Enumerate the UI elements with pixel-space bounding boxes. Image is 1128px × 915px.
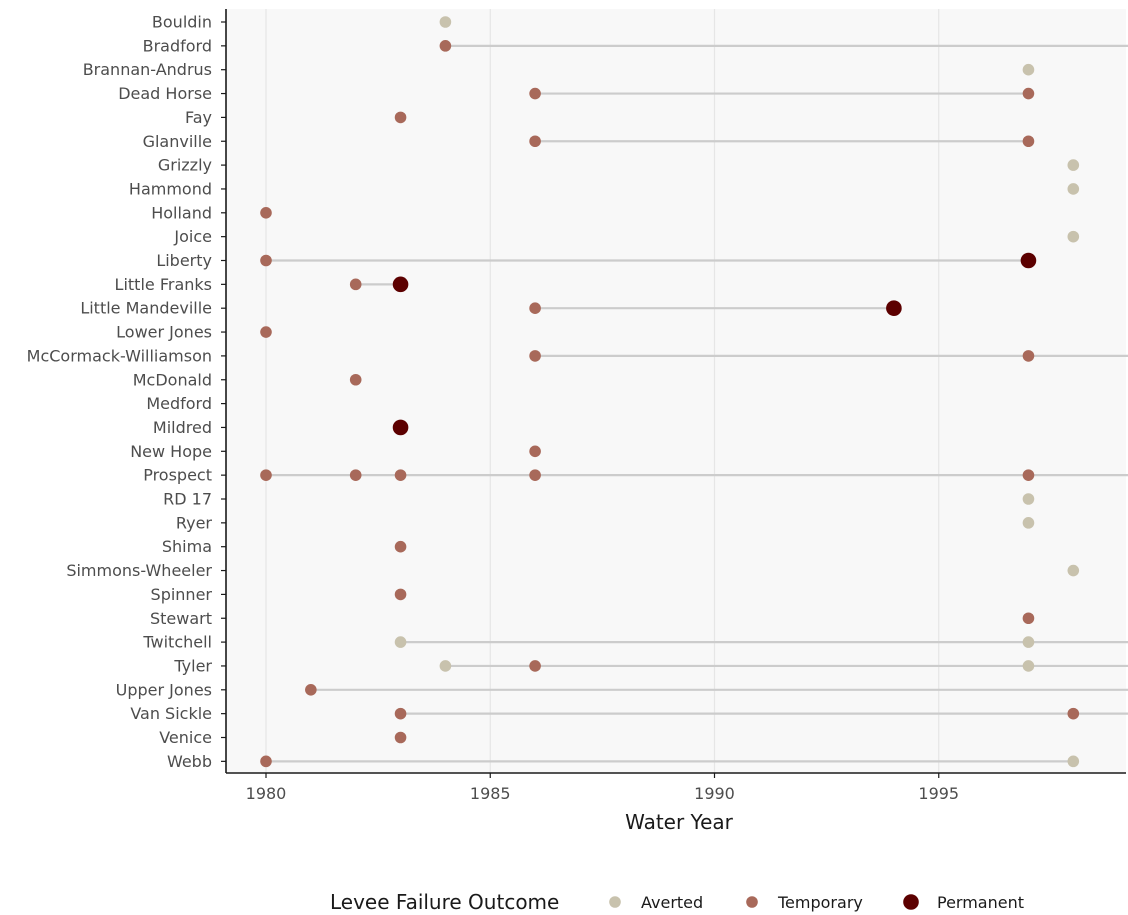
y-category-label: Shima: [162, 537, 212, 556]
point-temporary: [394, 540, 407, 553]
y-category-label: Prospect: [143, 466, 212, 485]
panel-background: [226, 9, 1126, 773]
point-temporary: [260, 207, 272, 219]
legend-marker-averted: [609, 896, 621, 908]
point-permanent: [1020, 252, 1037, 269]
y-category-label: Brannan-Andrus: [83, 60, 212, 79]
point-temporary: [529, 469, 541, 481]
point-averted: [1067, 183, 1080, 195]
legend-title: Levee Failure Outcome: [330, 890, 559, 914]
point-temporary: [394, 707, 407, 720]
y-category-label: Tyler: [173, 656, 212, 675]
x-tick-label: 1990: [694, 784, 735, 803]
point-temporary: [349, 469, 362, 481]
y-category-label: Van Sickle: [130, 704, 212, 723]
point-temporary: [394, 469, 407, 481]
point-temporary: [394, 588, 407, 601]
point-temporary: [260, 755, 272, 768]
point-permanent: [886, 300, 902, 317]
point-averted: [1067, 230, 1080, 243]
point-permanent: [392, 276, 409, 293]
y-category-label: Ryer: [176, 513, 213, 532]
point-temporary: [529, 302, 541, 315]
y-category-label: Mildred: [153, 418, 212, 437]
x-axis: 19801985199019952000200520102015: [246, 773, 959, 803]
point-temporary: [529, 445, 541, 458]
y-category-label: Grizzly: [158, 156, 212, 175]
point-averted: [1022, 636, 1035, 648]
point-temporary: [529, 660, 541, 672]
point-temporary: [1022, 350, 1035, 362]
point-temporary: [1022, 612, 1035, 625]
point-temporary: [349, 373, 362, 386]
y-category-label: Joice: [173, 227, 212, 246]
y-category-label: Webb: [167, 752, 212, 771]
y-category-label: Glanville: [143, 132, 212, 151]
point-temporary: [1022, 87, 1035, 100]
y-category-label: Spinner: [151, 585, 213, 604]
y-axis: Bouldin Bradford Brannan-Andrus Dead Horse F…: [27, 13, 226, 771]
x-tick-label: 1985: [470, 784, 511, 803]
data-points: [260, 16, 1080, 768]
y-category-label: RD 17: [163, 490, 212, 509]
legend-label-permanent: Permanent: [937, 893, 1024, 912]
point-averted: [394, 636, 407, 648]
point-temporary: [1022, 469, 1035, 481]
y-category-label: McCormack-Williamson: [27, 346, 212, 365]
point-averted: [1022, 517, 1035, 529]
x-tick-label: 1980: [246, 784, 287, 803]
point-permanent: [392, 419, 409, 436]
point-averted: [1067, 564, 1080, 577]
y-category-label: Simmons-Wheeler: [66, 561, 212, 580]
point-temporary: [439, 40, 452, 52]
y-category-label: McDonald: [133, 370, 212, 389]
point-temporary: [260, 326, 272, 338]
y-category-label: Holland: [151, 203, 212, 222]
point-temporary: [394, 731, 407, 744]
point-averted: [1067, 159, 1080, 171]
point-temporary: [529, 135, 541, 148]
y-category-label: Lower Jones: [116, 323, 212, 342]
point-temporary: [260, 254, 272, 267]
point-temporary: [529, 350, 541, 362]
point-temporary: [260, 469, 272, 481]
point-temporary: [394, 111, 407, 124]
x-tick-label: 1995: [918, 784, 959, 803]
point-averted: [1022, 493, 1035, 505]
y-category-label: Medford: [146, 394, 212, 413]
y-category-label: Upper Jones: [116, 680, 212, 699]
x-axis-title: Water Year: [625, 810, 734, 834]
point-temporary: [1067, 707, 1080, 720]
point-averted: [439, 16, 452, 28]
point-averted: [1067, 755, 1080, 768]
point-temporary: [349, 278, 362, 291]
y-category-label: Little Mandeville: [80, 299, 212, 318]
y-category-label: Hammond: [129, 179, 212, 198]
y-category-label: Dead Horse: [118, 84, 212, 103]
y-category-label: Liberty: [156, 251, 212, 270]
y-category-label: Stewart: [150, 609, 212, 628]
point-averted: [1022, 63, 1035, 76]
legend-marker-temporary: [746, 896, 758, 908]
gridlines: [265, 9, 940, 773]
y-category-label: New Hope: [130, 442, 212, 461]
point-temporary: [305, 684, 317, 696]
legend-label-temporary: Temporary: [777, 893, 863, 912]
legend-label-averted: Averted: [641, 893, 703, 912]
island-range-lines: [266, 44, 1128, 763]
point-averted: [439, 660, 452, 672]
point-temporary: [1022, 135, 1035, 148]
y-category-label: Bouldin: [152, 13, 212, 32]
y-category-label: Bradford: [143, 36, 212, 55]
y-category-label: Little Franks: [115, 275, 212, 294]
legend: Levee Failure Outcome Averted Temporary Pe…: [330, 890, 1024, 914]
y-category-label: Fay: [185, 108, 212, 127]
point-averted: [1022, 660, 1035, 672]
point-temporary: [529, 87, 541, 100]
y-category-label: Venice: [159, 728, 212, 747]
legend-marker-permanent: [903, 894, 919, 910]
y-category-label: Twitchell: [142, 633, 212, 652]
